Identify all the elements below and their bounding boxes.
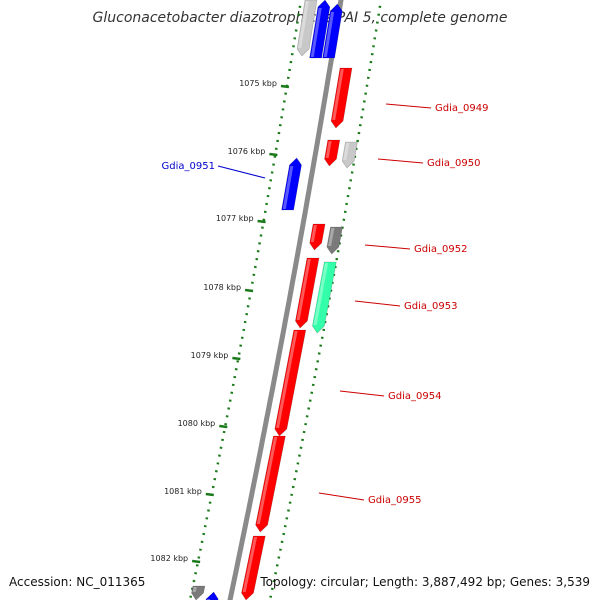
gene-label: Gdia_0949 bbox=[435, 103, 488, 114]
gene-arrow-gdia-0951 bbox=[281, 157, 302, 211]
gene-arrow-gdia-0955-shine bbox=[256, 437, 278, 524]
gene-arrow-red-0953 bbox=[295, 257, 320, 329]
gene-label-leader bbox=[217, 165, 266, 179]
gene-label: Gdia_0954 bbox=[388, 391, 441, 402]
gene-arrow-blue-top bbox=[322, 3, 343, 59]
gene-arrow-gdia-0955 bbox=[255, 435, 286, 533]
gene-arrow-bottom-shine bbox=[242, 537, 258, 592]
gene-arrow-bottom bbox=[241, 535, 266, 600]
gene-label-leader bbox=[354, 300, 401, 307]
gene-arrow-gdia-0950-shine bbox=[325, 141, 332, 158]
genome-summary-text: Topology: circular; Length: 3,887,492 bp… bbox=[260, 575, 590, 589]
gene-arrow-gdia-0953-shine bbox=[313, 263, 329, 325]
gene-arrow-gdia-0949 bbox=[330, 67, 353, 129]
major-tick bbox=[257, 219, 266, 224]
tick-label: 1078 kbp bbox=[203, 283, 241, 292]
major-tick bbox=[244, 288, 254, 293]
tick-label: 1080 kbp bbox=[178, 419, 216, 428]
major-tick bbox=[280, 84, 290, 89]
tick-label: 1077 kbp bbox=[216, 214, 254, 223]
gene-arrow-gray-top bbox=[296, 0, 318, 57]
gene-arrow-gray-0952-shine bbox=[328, 228, 335, 246]
tick-label: 1081 kbp bbox=[164, 487, 202, 496]
gene-label-leader bbox=[377, 158, 424, 164]
gene-label-leader bbox=[364, 244, 411, 250]
tick-label: 1079 kbp bbox=[191, 351, 229, 360]
gene-label: Gdia_0955 bbox=[368, 495, 421, 506]
gene-arrow-gdia-0952-shine bbox=[310, 225, 317, 242]
gene-arrow-light-gray bbox=[341, 141, 358, 169]
gene-arrow-light-gray-shine bbox=[343, 143, 350, 160]
tick-label: 1082 kbp bbox=[150, 554, 188, 563]
major-tick bbox=[205, 492, 214, 497]
gene-arrow-gray-bottom bbox=[191, 585, 206, 600]
gene-arrow-gray-0952 bbox=[326, 226, 343, 255]
gene-label: Gdia_0952 bbox=[414, 244, 467, 255]
genome-backbone bbox=[227, 0, 344, 600]
gene-arrow-left-top-shine bbox=[310, 8, 322, 57]
major-tick bbox=[219, 424, 228, 429]
tick-label: 1075 kbp bbox=[239, 79, 277, 88]
tick-ring-right bbox=[268, 0, 383, 600]
gene-arrow-gray-top-shine bbox=[298, 1, 309, 48]
major-tick bbox=[232, 356, 241, 361]
map-title: Gluconacetobacter diazotrophicus PAI 5, … bbox=[92, 10, 508, 26]
gene-label: Gdia_0950 bbox=[427, 158, 480, 169]
gene-arrow-red-0953-shine bbox=[296, 259, 311, 320]
accession-text: Accession: NC_011365 bbox=[9, 575, 146, 589]
gene-arrow-blue-bottom bbox=[205, 591, 219, 600]
gene-arrow-gdia-0949-shine bbox=[332, 69, 344, 120]
gene-arrow-gdia-0954 bbox=[274, 329, 307, 437]
gene-arrow-gdia-0954-shine bbox=[276, 331, 298, 428]
gene-label: Gdia_0953 bbox=[404, 301, 457, 312]
tick-ring-left bbox=[188, 0, 303, 600]
gene-arrow-gdia-0953 bbox=[312, 261, 337, 334]
gene-arrow-gdia-0952 bbox=[309, 223, 326, 251]
major-tick bbox=[191, 559, 201, 564]
major-tick bbox=[269, 152, 278, 157]
gene-label: Gdia_0951 bbox=[162, 161, 215, 172]
gene-arrow-gdia-0950 bbox=[324, 139, 341, 167]
gene-arrow-left-top bbox=[309, 0, 331, 59]
gene-label-leader bbox=[318, 492, 365, 501]
gene-arrow-gdia-0951-shine bbox=[282, 166, 294, 209]
gene-arrow-blue-top-shine bbox=[323, 12, 335, 57]
gene-label-leader bbox=[385, 103, 432, 109]
gene-arrow-gray-bottom-shine bbox=[192, 587, 197, 592]
tick-label: 1076 kbp bbox=[228, 147, 266, 156]
gene-label-leader bbox=[339, 390, 385, 397]
